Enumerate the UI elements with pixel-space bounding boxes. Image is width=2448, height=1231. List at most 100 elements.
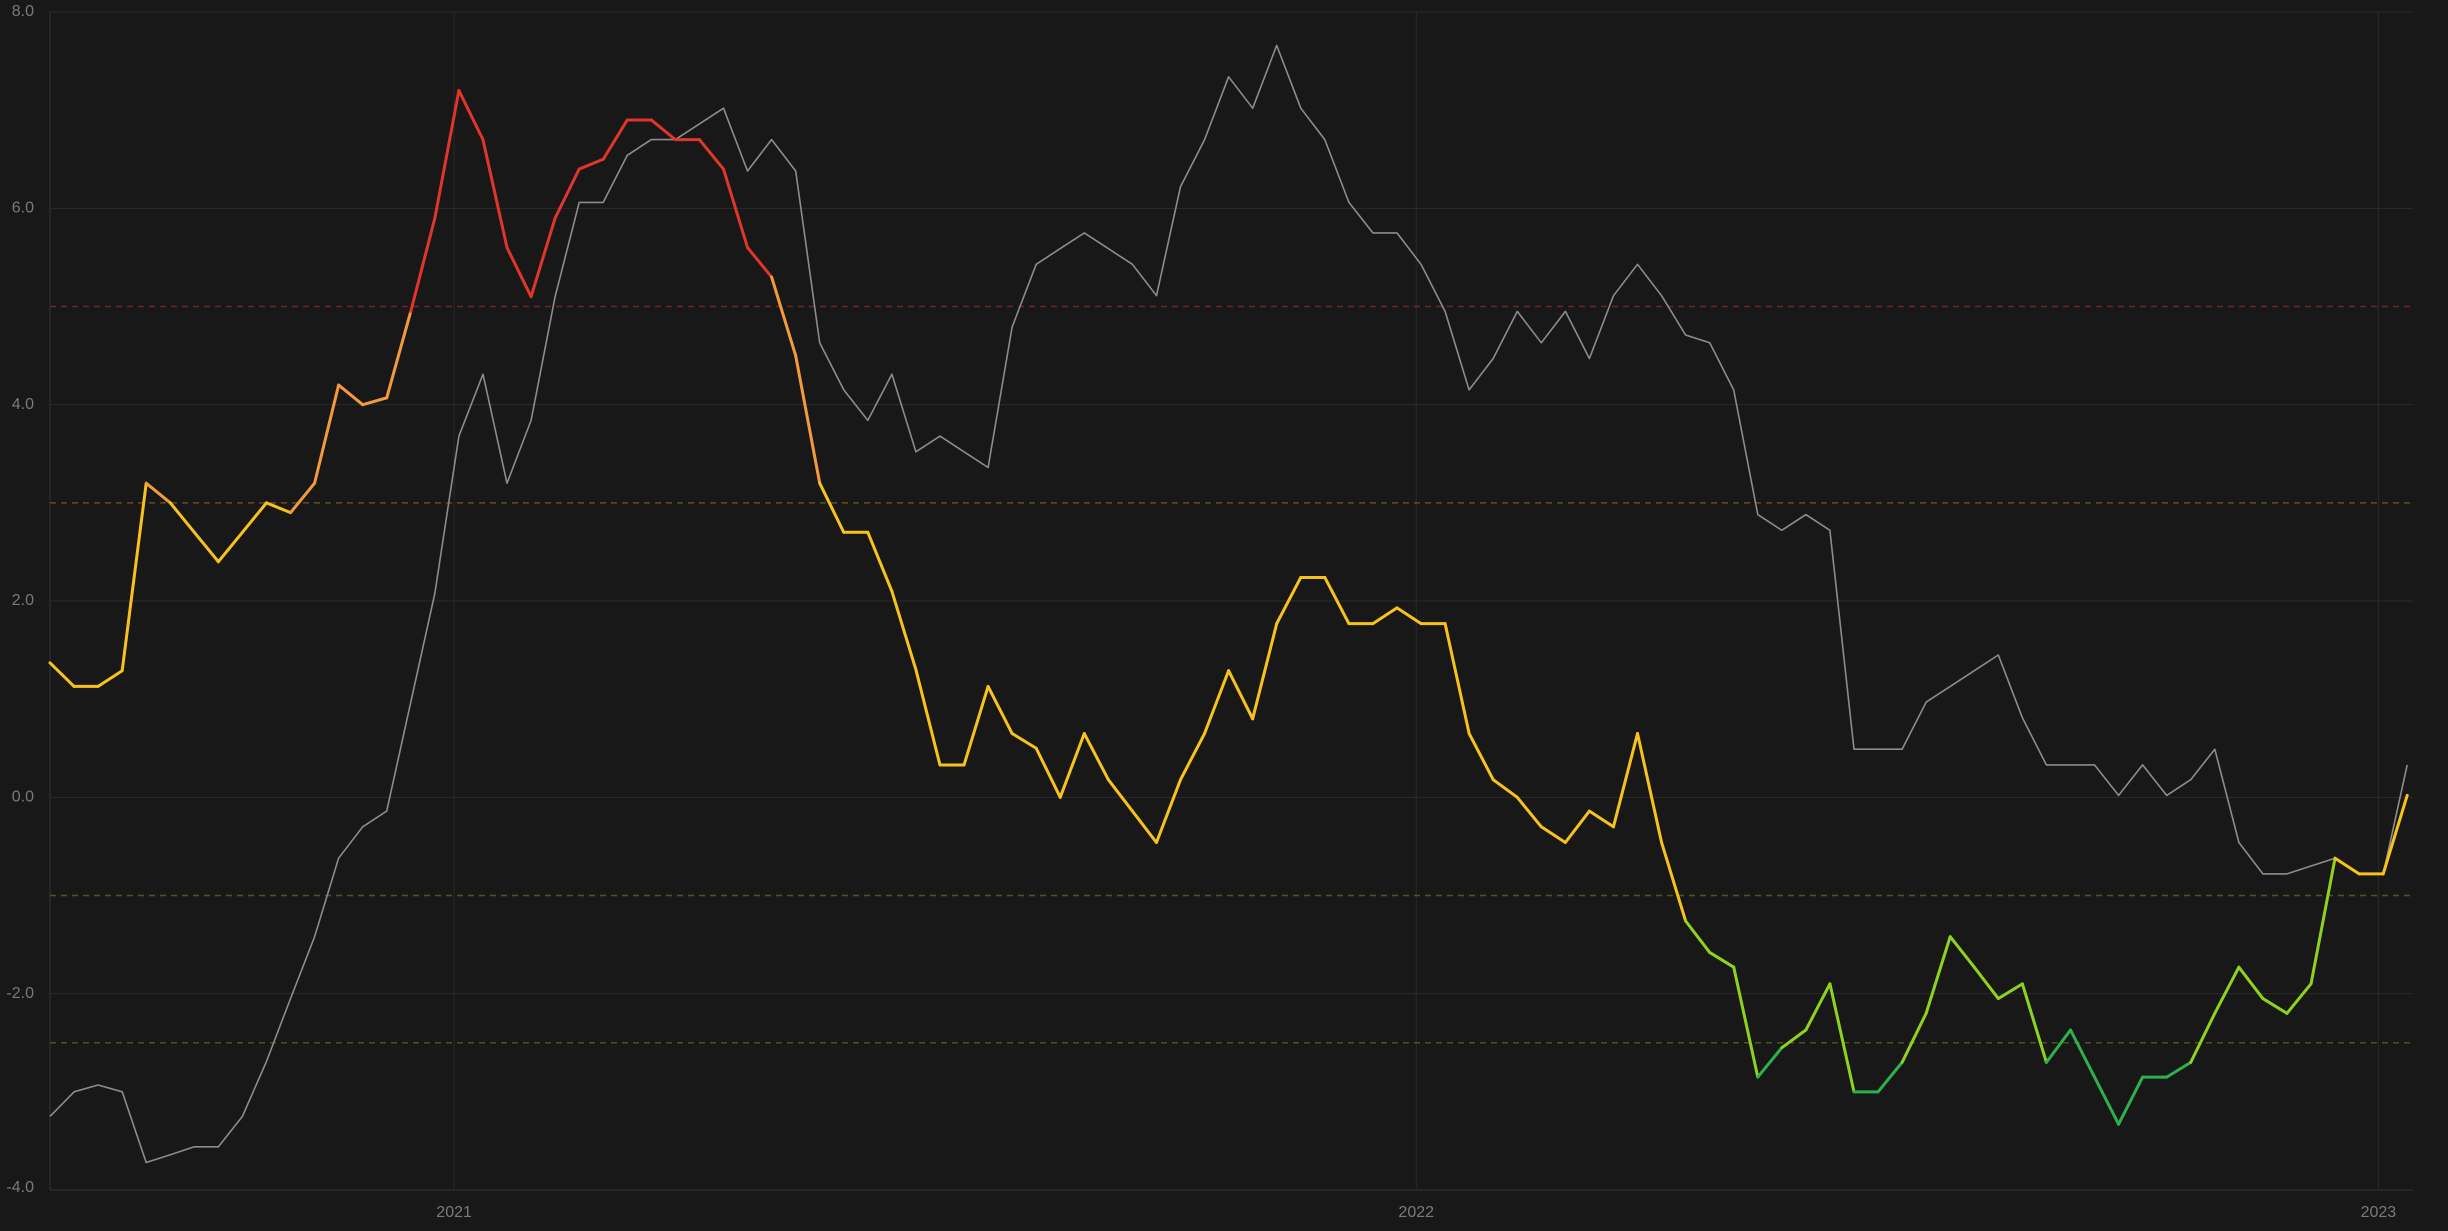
line-segment bbox=[1756, 1046, 1784, 1079]
y-tick-label: 4.0 bbox=[12, 396, 34, 413]
line-segment bbox=[1395, 606, 1423, 626]
line-segment bbox=[1275, 575, 1303, 626]
line-segment bbox=[1467, 732, 1495, 782]
line-segment bbox=[2333, 856, 2361, 876]
line-segment bbox=[1972, 965, 2000, 1001]
line-segment bbox=[264, 501, 293, 515]
line-segment bbox=[1106, 778, 1134, 813]
line-segment bbox=[505, 246, 533, 299]
line-segment bbox=[794, 354, 822, 485]
line-segment bbox=[289, 481, 317, 515]
line-segment bbox=[818, 481, 846, 534]
line-segment bbox=[1323, 575, 1351, 626]
line-segment bbox=[481, 138, 509, 250]
line-segment bbox=[1491, 778, 1519, 799]
line-segment bbox=[1251, 622, 1279, 721]
line-segment bbox=[216, 530, 244, 564]
line-segment bbox=[48, 661, 76, 688]
line-segment bbox=[313, 383, 341, 485]
line-segment bbox=[409, 216, 437, 313]
line-segment bbox=[601, 118, 629, 161]
line-segment bbox=[1443, 622, 1471, 736]
line-segment bbox=[529, 216, 557, 299]
line-segment bbox=[1948, 935, 1976, 969]
x-tick-label: 2022 bbox=[1398, 1204, 1434, 1221]
line-segment bbox=[1684, 919, 1712, 954]
line-segment bbox=[1130, 809, 1158, 844]
line-segment bbox=[1371, 606, 1399, 626]
line-segment bbox=[1034, 746, 1062, 799]
y-tick-label: 8.0 bbox=[12, 3, 34, 20]
line-segment bbox=[1515, 795, 1543, 829]
line-segment bbox=[1996, 982, 2024, 1001]
line-segment bbox=[120, 481, 148, 673]
line-segment bbox=[2213, 965, 2241, 1015]
line-segment bbox=[890, 589, 918, 672]
line-segment bbox=[1179, 732, 1207, 782]
line-segment bbox=[457, 89, 485, 142]
line-segment bbox=[192, 530, 220, 564]
line-segment bbox=[914, 668, 942, 767]
line-segment bbox=[1203, 669, 1231, 736]
line-segment bbox=[1227, 669, 1255, 721]
line-segment bbox=[697, 138, 725, 171]
line-segment bbox=[144, 481, 172, 505]
line-segment bbox=[2285, 982, 2313, 1015]
line-segment bbox=[1010, 732, 1038, 750]
line-segment bbox=[2261, 997, 2289, 1015]
line-segment bbox=[1611, 732, 1640, 829]
line-segment bbox=[2117, 1075, 2145, 1126]
line-segment bbox=[2309, 856, 2337, 986]
line-segment bbox=[1587, 809, 1615, 829]
line-segment bbox=[1154, 778, 1183, 844]
line-segment bbox=[649, 118, 677, 142]
line-segment bbox=[1924, 935, 1952, 1015]
line-segment bbox=[577, 157, 605, 171]
line-segment bbox=[2020, 982, 2048, 1064]
line-segment bbox=[1876, 1060, 1904, 1094]
line-segment bbox=[1660, 840, 1688, 923]
line-segment bbox=[1708, 950, 1736, 969]
x-tick-label: 2021 bbox=[436, 1204, 472, 1221]
line-segment bbox=[2068, 1028, 2097, 1079]
line-segment bbox=[1804, 982, 1832, 1032]
line-segment bbox=[1082, 732, 1110, 782]
line-segment bbox=[2093, 1075, 2121, 1126]
line-segment bbox=[240, 501, 268, 534]
y-tick-label: 6.0 bbox=[12, 200, 34, 217]
line-segment bbox=[361, 396, 389, 407]
line-segment bbox=[1732, 965, 1760, 1079]
line-segment bbox=[1900, 1011, 1928, 1064]
line-segment bbox=[433, 89, 461, 220]
line-segment bbox=[1563, 809, 1591, 844]
line-segment bbox=[1539, 825, 1567, 844]
y-tick-label: 2.0 bbox=[12, 592, 34, 609]
line-segment bbox=[2044, 1028, 2072, 1064]
line-segment bbox=[721, 167, 750, 250]
line-segment bbox=[746, 246, 774, 279]
line-segment bbox=[1636, 732, 1664, 844]
line-segment bbox=[770, 275, 798, 358]
x-tick-label: 2023 bbox=[2361, 1204, 2397, 1221]
line-segment bbox=[962, 684, 990, 767]
line-segment bbox=[168, 501, 196, 534]
line-segment bbox=[337, 383, 365, 407]
series-line bbox=[49, 44, 2408, 1164]
line-segment bbox=[96, 669, 124, 688]
line-segment bbox=[1058, 732, 1086, 799]
line-segment bbox=[1780, 1028, 1808, 1050]
line-segment bbox=[2381, 793, 2409, 876]
y-tick-label: -2.0 bbox=[6, 985, 34, 1002]
line-segment bbox=[986, 684, 1014, 736]
line-segment bbox=[385, 309, 413, 400]
line-segment bbox=[866, 530, 894, 593]
line-segment bbox=[1828, 982, 1856, 1094]
y-tick-label: -4.0 bbox=[6, 1179, 34, 1196]
line-segment bbox=[2189, 1011, 2217, 1064]
line-segment bbox=[553, 167, 581, 220]
y-tick-label: 0.0 bbox=[12, 789, 34, 806]
line-segment bbox=[2165, 1060, 2193, 1079]
line-segment bbox=[2237, 965, 2265, 1001]
